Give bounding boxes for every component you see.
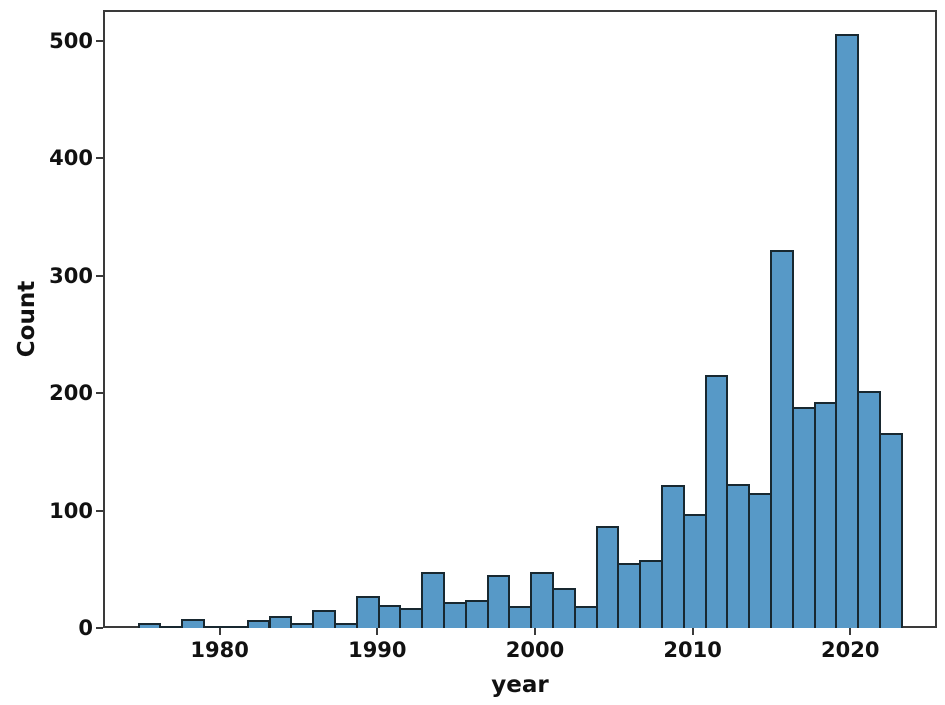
- x-tick-label: 1990: [348, 638, 407, 662]
- x-axis-label: year: [491, 672, 549, 698]
- histogram-bar: [355, 596, 380, 628]
- histogram-bar: [639, 559, 663, 628]
- y-axis-tick: [96, 39, 103, 42]
- histogram-bar: [530, 571, 554, 628]
- histogram-bar: [421, 571, 445, 628]
- x-axis-tick: [849, 628, 852, 635]
- y-axis-tick: [96, 627, 103, 629]
- y-tick-label: 300: [49, 263, 93, 288]
- histogram-bar: [878, 432, 903, 628]
- y-axis-tick: [96, 274, 103, 277]
- histogram-bar: [573, 605, 598, 628]
- histogram-bar: [617, 563, 642, 628]
- histogram-bar: [791, 407, 816, 628]
- histogram-bar: [486, 575, 511, 628]
- x-axis-tick: [533, 628, 536, 635]
- histogram-bar: [835, 33, 860, 628]
- histogram-bar: [726, 483, 751, 628]
- x-tick-label: 2010: [663, 638, 722, 662]
- y-tick-label: 0: [78, 616, 93, 640]
- histogram-bar: [769, 249, 794, 628]
- histogram-bar: [551, 588, 576, 628]
- y-tick-label: 100: [49, 498, 93, 523]
- histogram-bar: [159, 626, 184, 628]
- histogram-bar: [268, 616, 293, 628]
- x-axis-tick: [691, 628, 694, 635]
- histogram-bar: [312, 610, 336, 628]
- y-axis-label: Count: [14, 280, 40, 358]
- y-tick-label: 500: [49, 28, 93, 53]
- histogram-bar: [704, 375, 729, 628]
- histogram-bar: [224, 626, 249, 628]
- x-axis-tick: [376, 628, 379, 635]
- x-axis-tick: [218, 628, 221, 635]
- histogram-bar: [442, 602, 467, 628]
- histogram-bar: [857, 390, 881, 628]
- y-tick-label: 400: [49, 146, 93, 171]
- histogram-bar: [748, 492, 772, 628]
- histogram-bar: [181, 618, 206, 628]
- histogram-bar: [203, 625, 227, 628]
- x-tick-label: 2020: [821, 638, 880, 662]
- histogram-bar: [377, 604, 402, 628]
- histogram-bar: [399, 608, 424, 628]
- histogram-bar: [813, 402, 838, 628]
- histogram-bar: [464, 599, 489, 628]
- histogram-bar: [246, 619, 271, 628]
- histogram-bar: [137, 623, 162, 628]
- x-tick-label: 2000: [505, 638, 565, 662]
- y-axis-tick: [96, 509, 103, 512]
- histogram-bar: [508, 605, 533, 628]
- histogram-bar: [682, 514, 707, 628]
- histogram-bar: [333, 623, 358, 628]
- y-axis-tick: [96, 157, 103, 160]
- histogram-bar: [290, 623, 315, 628]
- y-axis-tick: [96, 392, 103, 395]
- y-tick-label: 200: [49, 381, 93, 406]
- histogram-bar: [660, 484, 685, 628]
- histogram-bar: [595, 525, 620, 628]
- x-tick-label: 1980: [190, 638, 249, 662]
